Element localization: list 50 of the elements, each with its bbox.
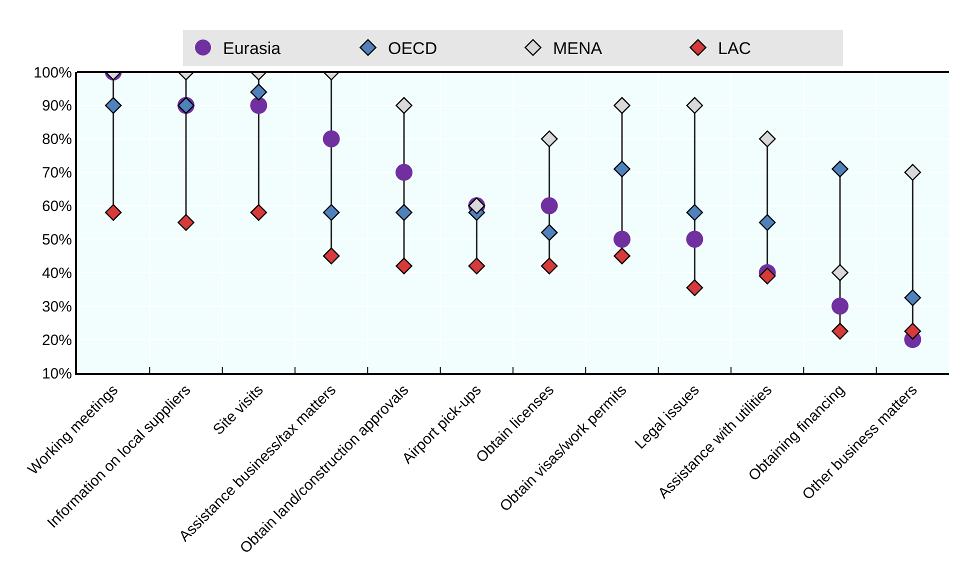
- point: [104, 204, 122, 221]
- point: [614, 160, 630, 178]
- point: [104, 97, 122, 114]
- point: [904, 164, 922, 181]
- point: [540, 197, 558, 214]
- point: [614, 230, 630, 248]
- y-tick-label: 100%: [34, 64, 72, 82]
- y-tick-label: 30%: [42, 298, 72, 316]
- point: [832, 264, 848, 282]
- point: [614, 248, 630, 264]
- point: [396, 258, 412, 274]
- legend-label: LAC: [718, 39, 752, 58]
- point: [322, 130, 340, 148]
- legend-label: Eurasia: [223, 39, 282, 58]
- point: [250, 84, 268, 100]
- point: [178, 214, 194, 231]
- point: [540, 130, 558, 148]
- point: [758, 214, 776, 231]
- y-tick-label: 50%: [42, 231, 72, 248]
- y-tick-label: 10%: [42, 365, 72, 382]
- point: [250, 96, 268, 114]
- point: [832, 298, 848, 315]
- point: [468, 258, 486, 274]
- y-tick-label: 80%: [42, 131, 72, 148]
- point: [322, 204, 340, 221]
- point: [396, 97, 412, 114]
- point: [758, 268, 776, 284]
- legend-label: MENA: [553, 39, 603, 58]
- point: [686, 230, 704, 248]
- point: [396, 204, 412, 221]
- point: [686, 204, 704, 221]
- legend-label: OECD: [388, 39, 438, 58]
- y-tick-label: 70%: [42, 164, 72, 182]
- point: [904, 289, 922, 306]
- point: [396, 164, 412, 181]
- point: [904, 322, 922, 340]
- point: [614, 97, 630, 114]
- point: [832, 322, 848, 340]
- point: [540, 258, 558, 274]
- point: [322, 248, 340, 264]
- point: [686, 97, 704, 114]
- y-tick-label: 40%: [42, 264, 72, 282]
- y-tick-label: 60%: [42, 198, 72, 216]
- point: [540, 224, 558, 241]
- point: [250, 204, 268, 221]
- point: [832, 160, 848, 178]
- point: [758, 130, 776, 148]
- point: [686, 279, 704, 296]
- y-tick-label: 90%: [42, 98, 72, 115]
- y-tick-label: 20%: [42, 332, 72, 349]
